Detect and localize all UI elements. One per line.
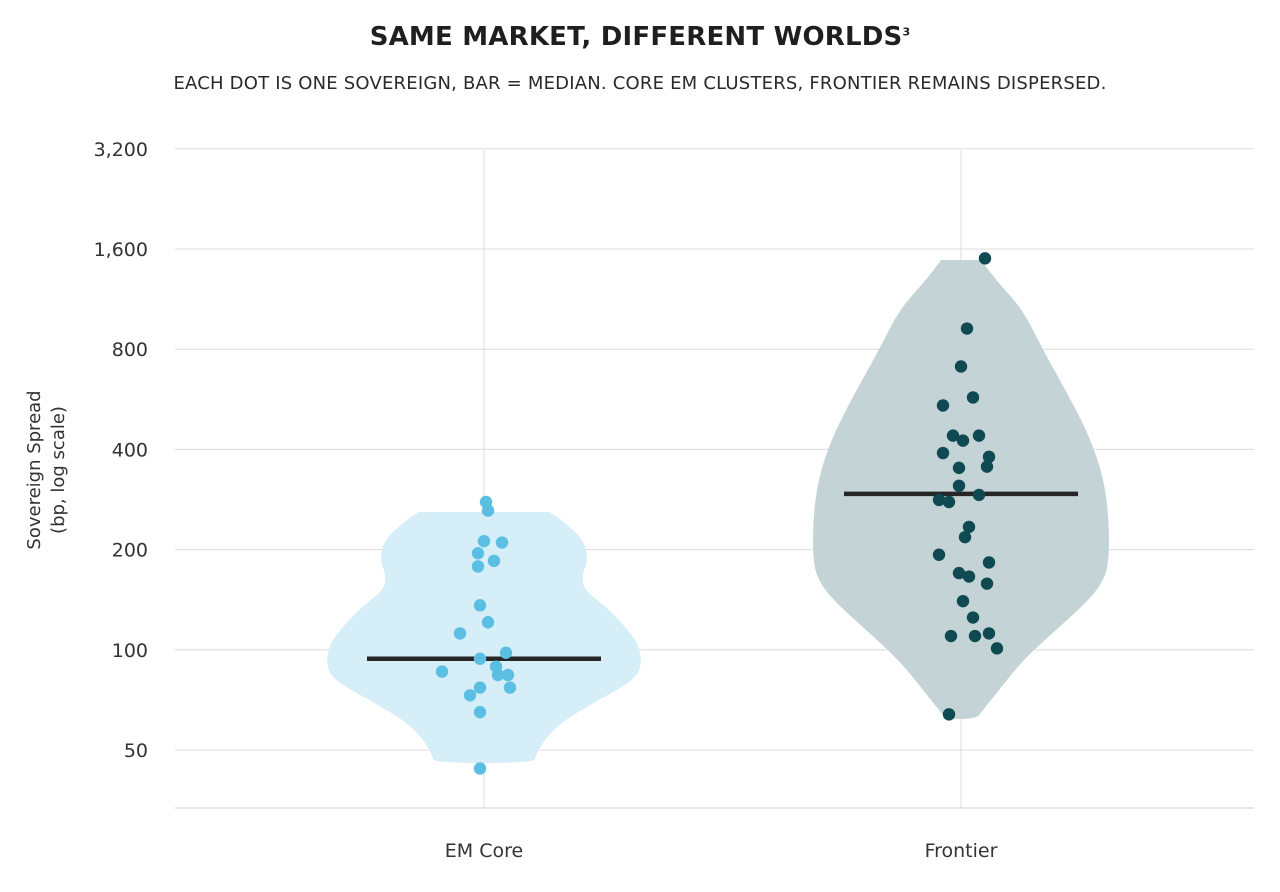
y-tick-label: 200 <box>112 540 148 562</box>
y-tick-label: 1,600 <box>94 239 148 261</box>
data-point <box>982 450 996 464</box>
data-point <box>477 534 491 548</box>
x-category-label: Frontier <box>925 840 998 862</box>
data-point <box>942 708 956 721</box>
data-point <box>952 566 966 580</box>
data-point <box>946 429 960 442</box>
y-axis-label-line1: Sovereign Spread <box>24 390 45 549</box>
chart-title: SAME MARKET, DIFFERENT WORLDS3 <box>369 22 911 52</box>
data-point <box>473 599 487 612</box>
data-point <box>932 548 946 561</box>
data-point <box>972 429 986 442</box>
data-point <box>954 360 968 373</box>
data-point <box>956 594 970 608</box>
data-point <box>952 479 966 492</box>
data-point <box>499 646 513 659</box>
data-point <box>972 488 986 502</box>
data-point <box>966 611 980 624</box>
data-point <box>968 629 982 643</box>
data-point <box>932 493 946 507</box>
data-point <box>453 627 467 640</box>
x-category-label: EM Core <box>445 840 523 862</box>
y-tick-label: 400 <box>112 439 148 461</box>
data-point <box>471 547 485 560</box>
data-point <box>980 577 994 590</box>
data-point <box>962 570 976 583</box>
data-point <box>473 705 487 719</box>
data-point <box>495 536 509 549</box>
y-axis-label: Sovereign Spread (bp, log scale) <box>24 390 69 549</box>
data-point <box>473 762 487 775</box>
y-axis-label-line2: (bp, log scale) <box>48 406 69 534</box>
data-point <box>956 434 970 447</box>
violins <box>327 260 1109 763</box>
data-point <box>980 460 994 473</box>
data-point <box>503 681 517 694</box>
data-point <box>936 446 950 460</box>
data-point <box>982 556 996 569</box>
data-point <box>435 665 449 678</box>
data-point <box>479 495 493 509</box>
data-point <box>481 616 495 629</box>
data-point <box>936 399 950 412</box>
data-point <box>473 681 487 694</box>
data-point <box>489 660 503 673</box>
x-axis-categories: EM Core Frontier <box>445 840 998 862</box>
data-point <box>944 629 958 643</box>
data-point <box>982 627 996 640</box>
data-point <box>966 391 980 404</box>
data-point <box>473 652 487 665</box>
title-footnote-marker: 3 <box>902 25 911 39</box>
violin-em-core <box>327 512 641 763</box>
data-point <box>952 461 966 475</box>
data-point <box>962 520 976 534</box>
chart-subtitle: EACH DOT IS ONE SOVEREIGN, BAR = MEDIAN.… <box>173 73 1107 94</box>
y-tick-label: 3,200 <box>94 139 148 161</box>
y-tick-label: 100 <box>112 640 148 662</box>
data-point <box>463 689 477 702</box>
data-point <box>942 495 956 509</box>
data-point <box>958 530 972 544</box>
data-point <box>471 560 485 573</box>
data-point <box>960 322 974 335</box>
data-point <box>990 642 1004 655</box>
y-tick-label: 50 <box>124 740 148 762</box>
data-point <box>487 554 501 568</box>
data-point <box>978 252 992 265</box>
data-point <box>501 668 515 682</box>
y-tick-label: 800 <box>112 339 148 361</box>
data-points <box>435 252 1004 775</box>
y-axis-ticks: 50 100 200 400 800 1,600 3,200 <box>94 139 148 762</box>
